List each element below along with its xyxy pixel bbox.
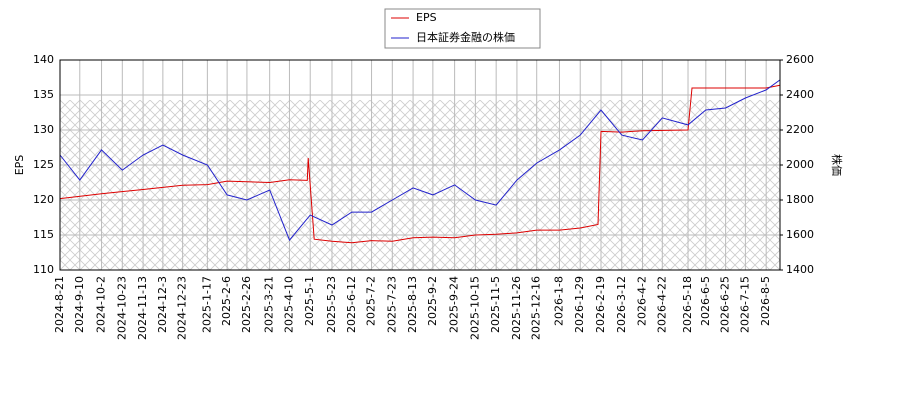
hatch-area bbox=[60, 100, 780, 270]
y2-axis-label: 株価 bbox=[830, 154, 844, 176]
x-tick-label: 2025-5-1 bbox=[303, 276, 316, 326]
x-tick-label: 2025-11-26 bbox=[510, 276, 523, 340]
x-tick-label: 2024-8-21 bbox=[53, 276, 66, 333]
legend-label: 日本証券金融の株価 bbox=[416, 30, 515, 44]
y2-tick-label: 1400 bbox=[786, 263, 814, 276]
y2-tick-label: 2400 bbox=[786, 88, 814, 101]
x-tick-label: 2025-7-23 bbox=[385, 276, 398, 333]
x-tick-label: 2025-2-26 bbox=[240, 276, 253, 333]
y2-tick-label: 2200 bbox=[786, 123, 814, 136]
x-tick-label: 2026-8-5 bbox=[759, 276, 772, 326]
x-tick-label: 2025-8-13 bbox=[406, 276, 419, 333]
x-tick-label: 2026-6-5 bbox=[699, 276, 712, 326]
x-tick-label: 2026-5-18 bbox=[681, 276, 694, 333]
y-tick-label: 125 bbox=[33, 158, 54, 171]
x-tick-label: 2025-2-6 bbox=[220, 276, 233, 326]
x-tick-label: 2026-1-29 bbox=[573, 276, 586, 333]
x-tick-label: 2024-12-23 bbox=[176, 276, 189, 340]
x-tick-label: 2025-4-10 bbox=[282, 276, 295, 333]
x-tick-label: 2026-7-15 bbox=[738, 276, 751, 333]
y2-tick-label: 2000 bbox=[786, 158, 814, 171]
x-tick-label: 2024-11-13 bbox=[136, 276, 149, 340]
y-tick-label: 135 bbox=[33, 88, 54, 101]
y-tick-label: 130 bbox=[33, 123, 54, 136]
x-tick-label: 2025-7-2 bbox=[365, 276, 378, 326]
y-tick-label: 115 bbox=[33, 228, 54, 241]
y2-tick-label: 1600 bbox=[786, 228, 814, 241]
x-tick-label: 2025-9-2 bbox=[426, 276, 439, 326]
y-tick-label: 140 bbox=[33, 53, 54, 66]
x-tick-label: 2024-10-2 bbox=[95, 276, 108, 333]
series-line bbox=[59, 84, 781, 244]
series-line bbox=[59, 79, 781, 242]
x-tick-label: 2025-10-15 bbox=[468, 276, 481, 340]
x-tick-label: 2024-12-3 bbox=[156, 276, 169, 333]
x-tick-label: 2025-1-17 bbox=[200, 276, 213, 333]
x-tick-label: 2025-6-12 bbox=[345, 276, 358, 333]
x-tick-label: 2024-10-23 bbox=[115, 276, 128, 340]
legend-label: EPS bbox=[416, 11, 437, 24]
y-tick-label: 110 bbox=[33, 263, 54, 276]
x-tick-label: 2026-1-8 bbox=[552, 276, 565, 326]
x-tick-label: 2025-3-21 bbox=[263, 276, 276, 333]
x-tick-label: 2026-4-22 bbox=[655, 276, 668, 333]
y2-tick-label: 2600 bbox=[786, 53, 814, 66]
x-tick-label: 2026-4-2 bbox=[636, 276, 649, 326]
x-tick-label: 2025-12-16 bbox=[530, 276, 543, 340]
x-tick-label: 2026-2-19 bbox=[594, 276, 607, 333]
x-tick-label: 2025-5-23 bbox=[325, 276, 338, 333]
legend: EPS 日本証券金融の株価 bbox=[384, 8, 541, 49]
y-axis-label: EPS bbox=[13, 155, 26, 176]
lines bbox=[59, 79, 781, 244]
x-tick-label: 2024-9-10 bbox=[73, 276, 86, 333]
y-tick-label: 120 bbox=[33, 193, 54, 206]
x-tick-label: 2026-6-25 bbox=[719, 276, 732, 333]
y2-tick-label: 1800 bbox=[786, 193, 814, 206]
x-tick-label: 2025-9-24 bbox=[448, 276, 461, 333]
grid bbox=[59, 59, 780, 271]
x-tick-label: 2025-11-5 bbox=[489, 276, 502, 333]
x-tick-label: 2026-3-12 bbox=[615, 276, 628, 333]
